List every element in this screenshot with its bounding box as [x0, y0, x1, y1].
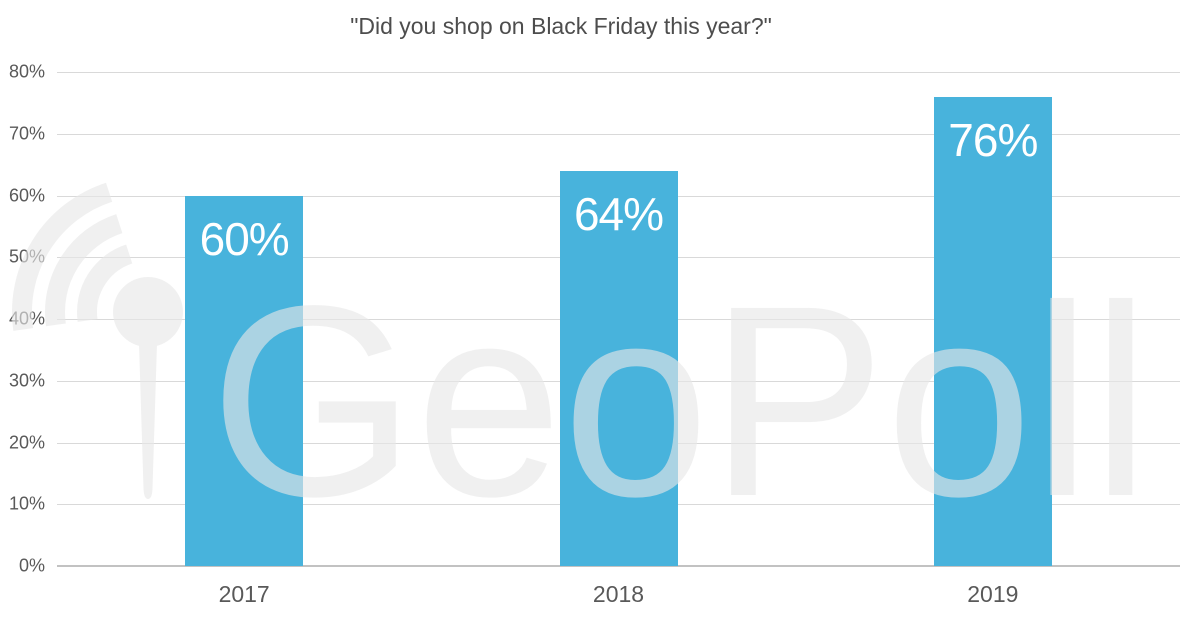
gridline	[57, 133, 1180, 135]
y-axis-tick-label: 50%	[8, 246, 45, 267]
plot-area: 60% 64% 76%	[57, 72, 1180, 567]
x-axis-line	[57, 565, 1180, 567]
y-axis-tick-label: 30%	[8, 370, 45, 391]
y-axis-tick-label: 60%	[8, 185, 45, 205]
bar-value-label: 64%	[573, 187, 664, 240]
x-axis-category-label: 2019	[967, 581, 1019, 607]
y-axis-tick-label: 70%	[8, 123, 45, 144]
bar-value-label: 76%	[948, 113, 1038, 166]
y-axis-tick-label: 0%	[18, 555, 45, 576]
chart-title: "Did you shop on Black Friday this year?…	[350, 13, 772, 39]
y-axis-tick-label: 40%	[8, 308, 45, 329]
bar-2019: 76%	[933, 96, 1052, 566]
bar-2017: 60%	[185, 195, 304, 566]
y-axis-tick-label: 20%	[8, 432, 45, 452]
x-axis-category-label: 2018	[592, 581, 645, 607]
bar-value-label: 60%	[199, 212, 290, 265]
x-axis-category-label: 2017	[218, 581, 270, 607]
gridline	[57, 72, 1180, 73]
y-axis-tick-label: 80%	[8, 61, 45, 82]
y-axis-tick-label: 10%	[8, 493, 45, 514]
bar-2018: 64%	[559, 170, 678, 566]
